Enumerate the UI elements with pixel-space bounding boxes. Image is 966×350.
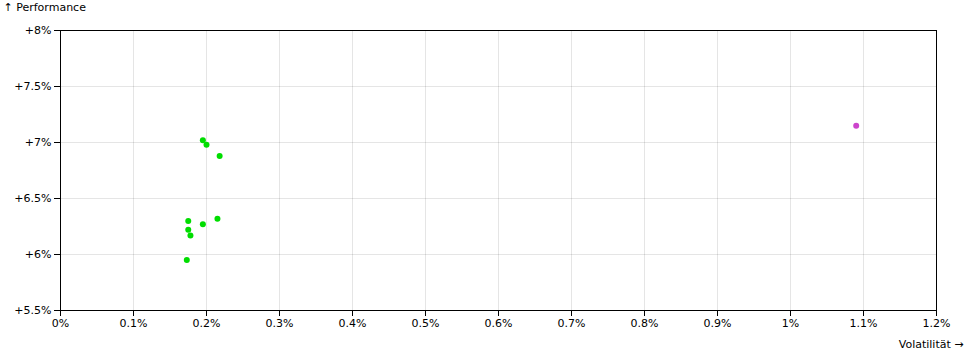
svg-text:0.7%: 0.7% — [558, 317, 586, 330]
svg-text:0.6%: 0.6% — [485, 317, 513, 330]
svg-text:0.5%: 0.5% — [412, 317, 440, 330]
svg-text:↑ Performance: ↑ Performance — [4, 1, 87, 14]
svg-text:+6.5%: +6.5% — [14, 192, 51, 205]
svg-text:0.8%: 0.8% — [631, 317, 659, 330]
svg-text:0.1%: 0.1% — [120, 317, 148, 330]
svg-text:0.3%: 0.3% — [266, 317, 294, 330]
svg-text:1.2%: 1.2% — [923, 317, 951, 330]
svg-text:0.4%: 0.4% — [339, 317, 367, 330]
svg-text:1.1%: 1.1% — [850, 317, 878, 330]
svg-text:0.9%: 0.9% — [704, 317, 732, 330]
svg-text:0.2%: 0.2% — [193, 317, 221, 330]
svg-text:0%: 0% — [52, 317, 69, 330]
svg-text:+8%: +8% — [25, 24, 52, 37]
svg-text:+7%: +7% — [25, 136, 52, 149]
svg-text:+6%: +6% — [25, 248, 52, 261]
svg-text:1%: 1% — [782, 317, 799, 330]
svg-text:Volatilität →: Volatilität → — [899, 338, 964, 350]
svg-text:+7.5%: +7.5% — [14, 80, 51, 93]
svg-text:+5.5%: +5.5% — [14, 304, 51, 317]
